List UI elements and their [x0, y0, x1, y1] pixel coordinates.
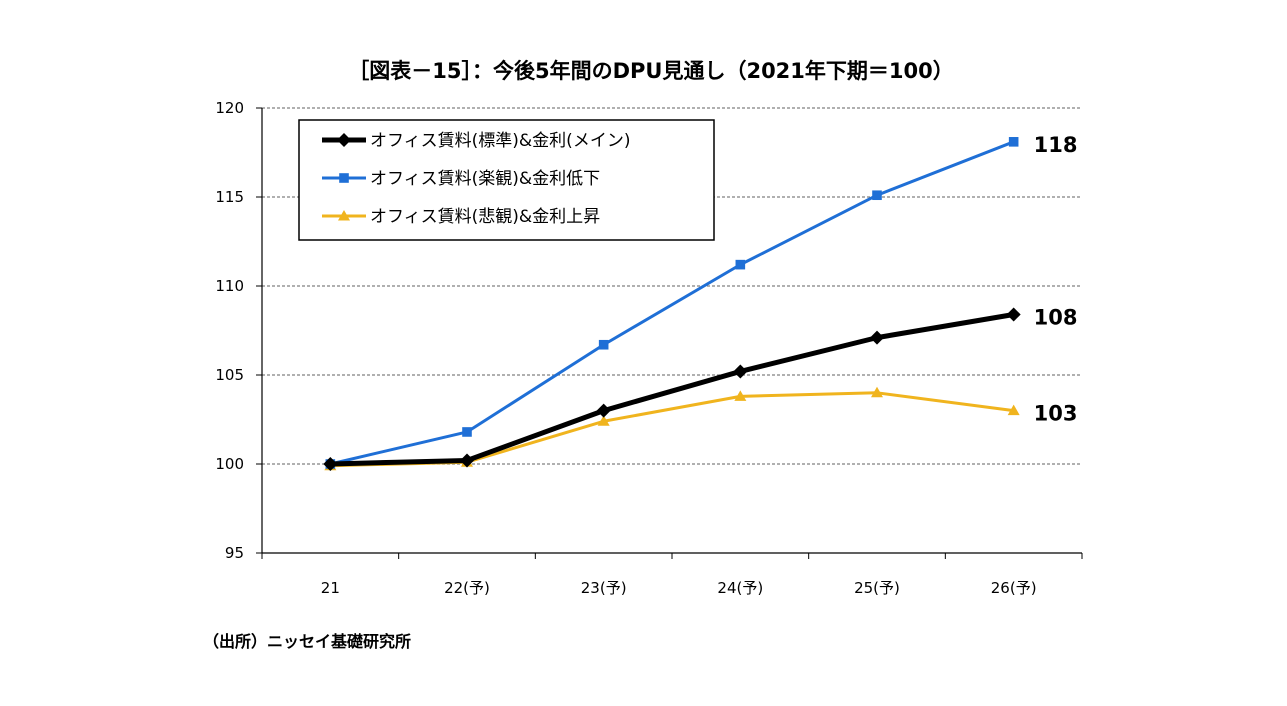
data-point	[872, 190, 882, 201]
data-point	[598, 339, 609, 350]
chart-title: ［図表－15］：今後5年間のDPU見通し（2021年下期＝100）	[348, 59, 954, 83]
series-line	[329, 140, 1015, 466]
x-tick-label: 25(予)	[854, 579, 900, 597]
y-tick-label: 110	[215, 277, 244, 295]
y-tick-label: 105	[215, 366, 244, 384]
x-tick-label: 26(予)	[991, 579, 1037, 597]
data-point	[1007, 404, 1020, 416]
end-value-label: 103	[1034, 402, 1078, 426]
legend: オフィス賃料(標準)&金利(メイン) オフィス賃料(楽観)&金利低下オフィス賃料(…	[298, 119, 715, 241]
data-point	[323, 457, 338, 471]
end-value-label: 108	[1034, 305, 1078, 329]
end-labels: 103 118 108	[1034, 133, 1078, 426]
y-tick-label: 100	[215, 455, 244, 473]
data-point	[597, 415, 610, 426]
legend-label: オフィス賃料(楽観)&金利低下	[370, 169, 600, 189]
x-tick-labels: 21 22(予) 23(予) 24(予) 25(予) 26(予)	[321, 579, 1037, 597]
legend-item: オフィス賃料(悲観)&金利上昇	[322, 207, 600, 227]
legend-marker	[339, 173, 349, 183]
data-point	[1008, 137, 1019, 147]
series-3	[324, 386, 1020, 471]
data-point	[870, 330, 884, 345]
x-tick-label: 21	[321, 579, 340, 597]
legend-item: オフィス賃料(標準)&金利(メイン)	[322, 131, 630, 151]
data-point	[734, 390, 747, 401]
legend-marker	[338, 210, 350, 221]
series-line	[330, 391, 1014, 468]
end-value-label: 118	[1034, 133, 1078, 157]
source-note: （出所）ニッセイ基礎研究所	[203, 632, 411, 651]
data-point	[462, 427, 472, 437]
legend-label: オフィス賃料(標準)&金利(メイン)	[370, 131, 630, 151]
series-line	[330, 312, 1015, 467]
legend-box	[298, 119, 715, 241]
legend-item: オフィス賃料(楽観)&金利低下	[322, 169, 600, 189]
axes	[256, 107, 1083, 559]
y-tick-label: 95	[225, 544, 244, 562]
data-point	[1006, 307, 1021, 322]
legend-label: オフィス賃料(悲観)&金利上昇	[370, 207, 600, 227]
data-point	[735, 259, 746, 270]
y-tick-label: 120	[215, 99, 244, 117]
data-point	[733, 364, 748, 379]
series-lines	[323, 137, 1021, 471]
x-tick-label: 24(予)	[717, 579, 763, 597]
data-point	[871, 386, 883, 398]
y-tick-label: 115	[215, 188, 244, 206]
legend-marker	[337, 133, 351, 147]
data-point	[460, 453, 474, 468]
x-tick-label: 22(予)	[444, 579, 490, 597]
series-1	[323, 307, 1021, 471]
x-tick-label: 23(予)	[581, 579, 627, 597]
y-tick-labels: 120 115 110 105 100 95	[215, 99, 244, 562]
data-point	[596, 403, 611, 418]
